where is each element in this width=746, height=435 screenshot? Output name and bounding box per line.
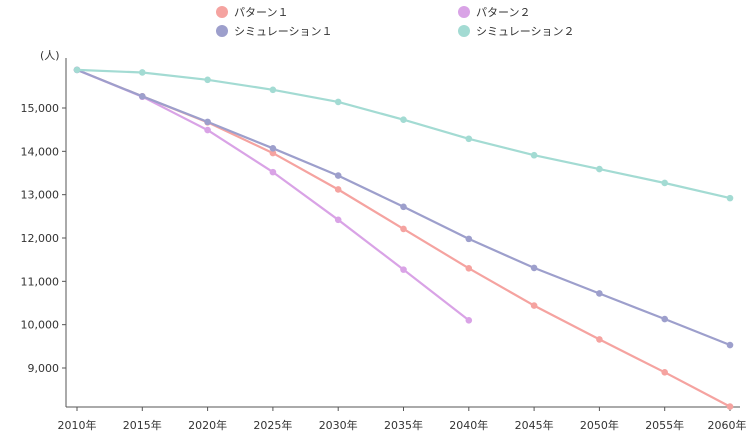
legend: パターン１ パターン２ シミュレーション１ シミュレーション２ bbox=[216, 6, 575, 38]
data-point bbox=[204, 126, 211, 134]
data-point bbox=[530, 151, 538, 159]
data-point bbox=[400, 203, 407, 211]
series-line bbox=[76, 68, 470, 322]
data-point bbox=[269, 86, 277, 94]
series-3 bbox=[73, 66, 734, 349]
data-point bbox=[530, 302, 538, 309]
x-tick-label: 2035年 bbox=[384, 418, 423, 432]
data-point bbox=[661, 315, 668, 323]
series-line bbox=[76, 68, 731, 200]
data-point bbox=[465, 135, 473, 143]
x-tick-label: 2040年 bbox=[449, 418, 488, 432]
series-4 bbox=[73, 66, 734, 202]
y-tick-label: 14,000 bbox=[21, 145, 60, 158]
x-tick-label: 2050年 bbox=[580, 418, 619, 432]
series-layer bbox=[73, 66, 734, 410]
legend-swatch bbox=[216, 6, 228, 18]
legend-label: パターン１ bbox=[234, 6, 288, 19]
x-tick-label: 2045年 bbox=[515, 418, 554, 432]
x-tick-label: 2010年 bbox=[58, 418, 97, 432]
y-tick-label: 11,000 bbox=[21, 275, 60, 288]
data-point bbox=[204, 118, 211, 126]
x-tick-label: 2020年 bbox=[188, 418, 227, 432]
data-point bbox=[596, 336, 603, 343]
y-tick-label: 12,000 bbox=[21, 232, 60, 245]
data-point bbox=[269, 149, 277, 157]
data-point bbox=[596, 165, 603, 173]
x-tick-label: 2030年 bbox=[319, 418, 358, 432]
series-2 bbox=[73, 66, 473, 324]
axes: 9,000 10,000 11,000 12,000 13,000 14,000 15,00… bbox=[21, 58, 746, 432]
data-point bbox=[465, 317, 473, 324]
data-point bbox=[204, 76, 211, 84]
x-tick-label: 2015年 bbox=[123, 418, 162, 432]
y-tick-label: 13,000 bbox=[21, 189, 60, 202]
data-point bbox=[400, 266, 407, 273]
data-point bbox=[334, 98, 342, 106]
x-tick-label: 2060年 bbox=[708, 418, 746, 432]
legend-item: パターン１ bbox=[216, 6, 288, 19]
legend-label: シミュレーション１ bbox=[234, 25, 333, 38]
x-tick-label: 2055年 bbox=[645, 418, 684, 432]
legend-item: パターン２ bbox=[458, 6, 530, 19]
data-point bbox=[269, 145, 277, 152]
data-point bbox=[726, 194, 734, 202]
data-point bbox=[400, 116, 407, 123]
data-point bbox=[73, 66, 81, 74]
legend-item: シミュレーション１ bbox=[216, 25, 333, 38]
data-point bbox=[139, 93, 146, 100]
data-point bbox=[334, 216, 342, 224]
data-point bbox=[334, 172, 342, 179]
data-point bbox=[661, 179, 668, 187]
legend-swatch bbox=[458, 6, 470, 18]
data-point bbox=[400, 225, 407, 233]
data-point bbox=[596, 290, 603, 297]
data-point bbox=[465, 265, 473, 272]
x-tick-label: 2025年 bbox=[253, 418, 292, 432]
data-point bbox=[530, 264, 538, 272]
legend-label: パターン２ bbox=[476, 6, 530, 19]
y-axis-unit-label: (人) bbox=[40, 49, 60, 62]
legend-item: シミュレーション２ bbox=[458, 25, 575, 38]
legend-swatch bbox=[216, 25, 228, 37]
data-point bbox=[334, 186, 342, 193]
data-point bbox=[269, 168, 277, 176]
data-point bbox=[726, 403, 734, 410]
legend-swatch bbox=[458, 25, 470, 37]
data-point bbox=[465, 235, 473, 243]
data-point bbox=[139, 69, 146, 76]
y-tick-label: 9,000 bbox=[28, 362, 60, 375]
data-point bbox=[661, 369, 668, 376]
y-tick-label: 10,000 bbox=[21, 319, 60, 332]
data-point bbox=[726, 341, 734, 349]
y-tick-label: 15,000 bbox=[21, 102, 60, 115]
legend-label: シミュレーション２ bbox=[476, 25, 575, 38]
